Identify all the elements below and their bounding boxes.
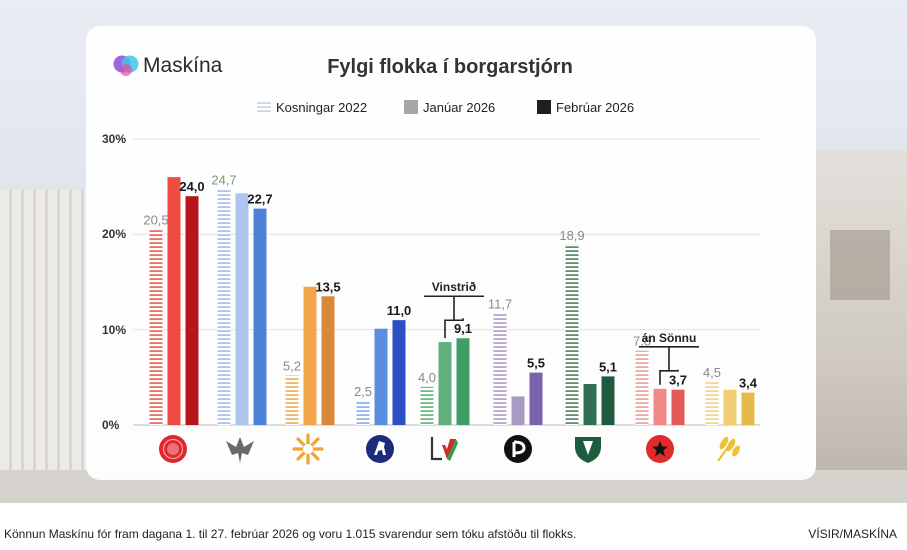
bar	[185, 196, 199, 425]
star-icon	[646, 435, 674, 463]
legend-swatch	[404, 100, 418, 114]
v-party-icon	[430, 437, 458, 461]
shield-icon	[575, 437, 601, 463]
sun-icon	[292, 433, 324, 465]
bar	[653, 388, 667, 425]
bar	[392, 320, 406, 425]
bar-value-label: 4,5	[703, 365, 721, 380]
bar-stripes	[356, 401, 370, 425]
bar	[456, 338, 470, 425]
building-window	[830, 230, 890, 300]
bar	[253, 208, 267, 425]
source-credit: VÍSIR/MASKÍNA	[808, 527, 897, 541]
bar-value-label: 22,7	[247, 192, 272, 207]
party-icons	[159, 433, 740, 465]
annotation-label: án Sönnu	[642, 331, 697, 345]
bar-stripes	[149, 229, 163, 425]
pirate-icon	[504, 435, 532, 463]
bar-value-label: 5,2	[283, 358, 301, 373]
brand-name: Maskína	[143, 54, 223, 77]
legend-label: Janúar 2026	[423, 100, 495, 115]
bar-value-label: 11,7	[488, 296, 512, 311]
logo-blob-icon	[120, 64, 132, 76]
bar-stripes	[705, 382, 719, 425]
bar	[438, 342, 452, 425]
bar	[303, 286, 317, 425]
bar-value-label: 18,9	[559, 228, 584, 243]
brand-logo: Maskína	[113, 54, 223, 77]
caption: Könnun Maskínu fór fram dagana 1. til 27…	[4, 527, 577, 541]
bar	[583, 384, 597, 425]
bar-stripes	[493, 313, 507, 425]
bar	[529, 372, 543, 425]
bar	[601, 376, 615, 425]
annotation-label: Vinstrið	[432, 280, 476, 294]
rose-icon	[159, 435, 187, 463]
legend-swatch	[537, 100, 551, 114]
bar	[167, 177, 181, 425]
building-left	[0, 190, 95, 503]
legend-label: Kosningar 2022	[276, 100, 367, 115]
y-tick-label: 0%	[102, 418, 120, 432]
legend-item-2: Febrúar 2026	[537, 100, 634, 115]
y-axis: 0% 10% 20% 30%	[102, 132, 126, 432]
bar-stripes	[565, 244, 579, 425]
bar-value-label: 3,7	[669, 373, 687, 388]
bar	[741, 392, 755, 425]
legend-item-1: Janúar 2026	[404, 100, 495, 115]
wheat-icon	[717, 436, 740, 462]
bar-value-label: 20,5	[143, 213, 168, 228]
y-tick-label: 30%	[102, 132, 126, 146]
legend-swatch-stripes	[257, 100, 271, 114]
bar	[235, 193, 249, 425]
bar-stripes	[285, 375, 299, 425]
bar-value-label: 5,1	[599, 359, 617, 374]
annotations: Vinstrið án Sönnu	[424, 280, 699, 385]
horse-icon	[366, 435, 394, 463]
chart-title: Fylgi flokka í borgarstjórn	[327, 56, 573, 78]
bar-value-label: 13,5	[315, 279, 340, 294]
bar-value-label: 7,8	[633, 334, 651, 349]
bar	[671, 389, 685, 425]
y-tick-label: 10%	[102, 323, 126, 337]
bar	[723, 389, 737, 425]
legend: Kosningar 2022 Janúar 2026 Febrúar 2026	[257, 100, 634, 115]
annotation-bracket	[424, 295, 484, 339]
bar-value-label: 24,7	[211, 173, 236, 188]
chart-svg: Maskína Fylgi flokka í borgarstjórn Kosn…	[102, 54, 760, 465]
bar-value-label: 9,1	[454, 321, 472, 336]
value-labels: 20,5 24,0 24,7 22,7 5,2 13,5 2,5 11,0 4,0 9,1 11,7…	[143, 173, 757, 400]
legend-label: Febrúar 2026	[556, 100, 634, 115]
bar-stripes	[217, 189, 231, 425]
bar-value-label: 3,4	[739, 376, 758, 391]
legend-item-0: Kosningar 2022	[257, 100, 367, 115]
y-tick-label: 20%	[102, 227, 126, 241]
building-right	[815, 150, 907, 503]
annotation-bracket	[639, 345, 699, 385]
bar-value-label: 24,0	[179, 179, 204, 194]
bar-stripes	[635, 350, 649, 425]
bar-stripes	[420, 386, 434, 425]
bar	[511, 396, 525, 425]
bar-value-label: 4,0	[418, 370, 436, 385]
bar-value-label: 2,5	[354, 384, 372, 399]
bar	[321, 296, 335, 425]
falcon-icon	[226, 437, 254, 463]
bar-value-label: 11,0	[387, 303, 412, 318]
bars	[149, 177, 755, 425]
bar-value-label: 5,5	[527, 356, 545, 371]
bar	[374, 328, 388, 425]
